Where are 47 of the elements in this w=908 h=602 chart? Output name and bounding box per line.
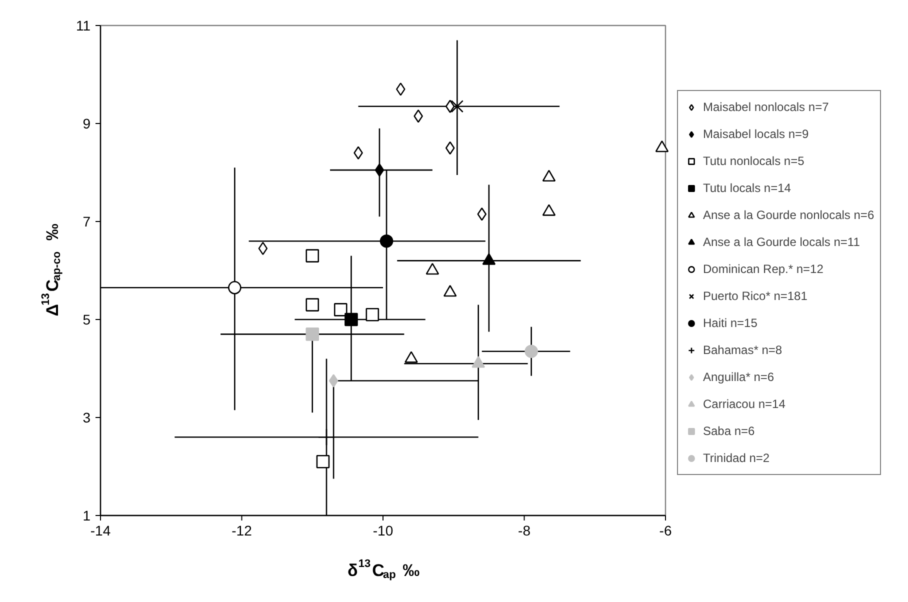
point <box>396 82 406 96</box>
point <box>334 303 348 316</box>
point <box>380 234 394 248</box>
point <box>316 454 330 468</box>
x-tick-label: -6 <box>659 522 672 538</box>
y-tick-label: 1 <box>82 508 91 524</box>
point <box>306 249 320 262</box>
legend-label: Tutu locals n=14 <box>703 181 791 195</box>
legend-label: Maisabel nonlocals n=7 <box>703 100 829 114</box>
y-axis-title: Δ13Cap-co ‰ <box>40 224 63 316</box>
point <box>445 100 455 113</box>
point <box>344 312 358 326</box>
legend-label: Puerto Rico* n=181 <box>703 289 808 303</box>
legend-label: Dominican Rep.* n=12 <box>703 262 824 276</box>
point <box>374 163 384 177</box>
x-tick-label: -14 <box>90 522 111 538</box>
legend-label: Anse a la Gourde locals n=11 <box>703 235 860 249</box>
x-tick-label: -12 <box>232 522 252 538</box>
point <box>318 428 336 446</box>
point <box>328 374 338 388</box>
y-tick-label: 5 <box>82 312 91 328</box>
legend-label: Carriacou n=14 <box>703 397 786 411</box>
point <box>445 141 455 155</box>
y-tick-label: 9 <box>82 116 91 132</box>
point <box>258 242 268 256</box>
point <box>477 208 487 221</box>
legend-label: Bahamas* n=8 <box>703 343 782 357</box>
point <box>306 328 320 341</box>
y-tick-label: 3 <box>82 410 91 426</box>
y-tick-label: 7 <box>82 214 91 230</box>
legend-label: Maisabel locals n=9 <box>703 127 809 141</box>
point <box>306 298 320 312</box>
x-tick-label: -10 <box>372 522 394 538</box>
point <box>228 281 242 294</box>
point <box>414 110 423 123</box>
legend-label: Haiti n=15 <box>703 316 758 330</box>
x-tick-label: -8 <box>518 522 531 538</box>
point <box>366 308 380 322</box>
y-tick-label: 11 <box>76 18 91 34</box>
point <box>524 344 538 358</box>
legend-label: Tutu nonlocals n=5 <box>703 154 804 168</box>
legend-label: Anse a la Gourde nonlocals n=6 <box>703 208 874 222</box>
legend-label: Saba n=6 <box>703 424 755 438</box>
legend-label: Trinidad n=2 <box>703 451 770 465</box>
point <box>472 356 485 368</box>
point <box>450 100 464 113</box>
legend-label: Anguilla* n=6 <box>703 370 774 384</box>
